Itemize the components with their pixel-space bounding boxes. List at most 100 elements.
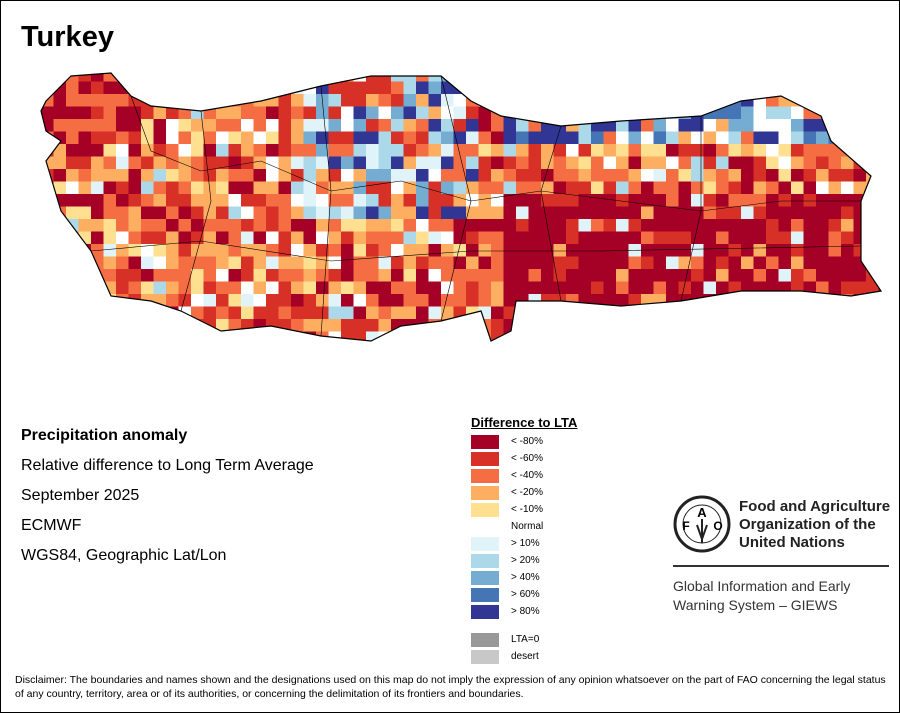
grid-cell [516, 194, 529, 207]
grid-cell [41, 331, 54, 341]
grid-cell [403, 294, 417, 307]
grid-cell [304, 344, 317, 357]
grid-cell [541, 194, 554, 207]
grid-cell [228, 256, 242, 270]
grid-cell [866, 94, 879, 107]
grid-cell [391, 306, 404, 320]
grid-cell [253, 294, 267, 307]
grid-cell [166, 269, 179, 282]
grid-cell [703, 319, 717, 332]
grid-cell [816, 169, 829, 182]
grid-cell [853, 256, 867, 270]
grid-cell [266, 181, 279, 195]
grid-cell [366, 344, 379, 357]
grid-cell [128, 194, 142, 207]
legend-swatch [471, 485, 499, 500]
grid-cell [716, 344, 729, 357]
grid-cell [41, 319, 42, 332]
grid-cell [541, 256, 554, 270]
grid-cell [541, 81, 554, 95]
grid-cell [116, 156, 129, 170]
grid-cell [441, 256, 454, 270]
legend-label: desert [511, 651, 539, 662]
info-line: ECMWF [21, 517, 82, 534]
grid-cell [866, 244, 879, 257]
grid-cell [653, 73, 667, 82]
grid-cell [291, 269, 304, 282]
grid-cell [353, 231, 367, 245]
grid-cell [616, 269, 629, 282]
grid-cell [478, 73, 492, 82]
grid-cell [841, 194, 854, 207]
grid-cell [653, 319, 667, 332]
grid-cell [716, 94, 729, 107]
grid-cell [278, 206, 292, 220]
grid-cell [528, 219, 542, 232]
grid-cell [653, 206, 667, 220]
grid-cell [803, 194, 817, 207]
grid-cell [553, 156, 567, 170]
grid-cell [603, 244, 617, 257]
grid-cell [578, 73, 592, 82]
grid-cell [328, 256, 342, 270]
grid-cell [116, 219, 129, 232]
grid-cell [578, 81, 592, 95]
grid-cell [716, 73, 729, 82]
grid-cell [703, 119, 717, 132]
grid-cell [516, 331, 529, 341]
grid-cell [416, 194, 429, 207]
grid-cell [166, 344, 179, 357]
grid-cell [141, 319, 154, 332]
grid-cell [878, 269, 881, 282]
grid-cell [66, 169, 79, 182]
grid-cell [491, 169, 504, 182]
grid-cell [803, 244, 817, 257]
grid-cell [141, 119, 154, 132]
grid-cell [778, 244, 792, 257]
grid-cell [416, 144, 429, 157]
grid-cell [278, 169, 292, 182]
grid-cell [416, 94, 429, 107]
grid-cell [466, 181, 479, 195]
grid-cell [166, 294, 179, 307]
grid-cell [703, 169, 717, 182]
grid-cell [166, 144, 179, 157]
grid-cell [41, 131, 42, 145]
grid-cell [191, 281, 204, 295]
grid-cell [516, 169, 529, 182]
grid-cell [53, 144, 67, 157]
grid-cell [303, 244, 317, 257]
grid-cell [478, 194, 492, 207]
grid-cell [178, 281, 192, 295]
grid-cell [103, 194, 117, 207]
grid-cell [553, 206, 567, 220]
grid-cell [653, 194, 667, 207]
grid-cell [141, 131, 154, 145]
grid-cell [591, 94, 604, 107]
grid-cell [466, 219, 479, 232]
grid-cell [128, 256, 142, 270]
grid-cell [803, 231, 817, 245]
grid-cell [678, 81, 692, 95]
grid-cell [353, 81, 367, 95]
grid-cell [791, 231, 804, 245]
grid-cell [216, 344, 229, 357]
grid-cell [178, 144, 192, 157]
grid-cell [528, 156, 542, 170]
grid-cell [266, 169, 279, 182]
grid-cell [353, 144, 367, 157]
grid-cell [678, 131, 692, 145]
grid-cell [553, 256, 567, 270]
grid-cell [603, 81, 617, 95]
grid-cell [853, 119, 867, 132]
grid-cell [66, 344, 79, 357]
grid-cell [666, 169, 679, 182]
grid-cell [478, 169, 492, 182]
grid-cell [666, 219, 679, 232]
grid-cell [378, 206, 392, 220]
grid-cell [678, 244, 692, 257]
legend-label: < -10% [511, 504, 543, 515]
grid-cell [566, 181, 579, 195]
grid-cell [366, 169, 379, 182]
grid-cell [691, 344, 704, 357]
